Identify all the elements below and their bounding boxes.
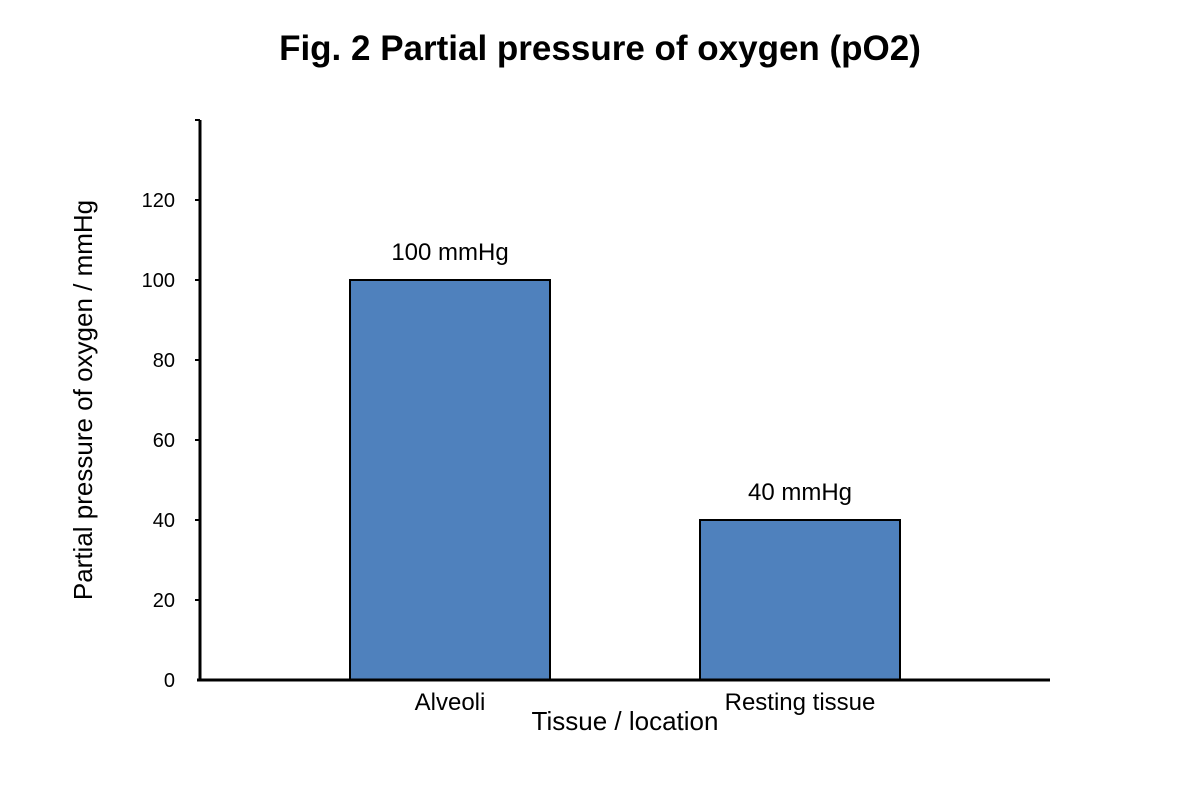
bar-data-label: 100 mmHg — [391, 239, 508, 266]
bar-data-label: 40 mmHg — [748, 479, 852, 506]
x-tick-label: Resting tissue — [725, 689, 876, 716]
y-tick-label: 80 — [153, 350, 175, 372]
y-tick-label: 0 — [164, 670, 175, 692]
plot-area: 0 20 40 60 80 100 120 100 mmHg Alveoli 40 mmHg Res… — [142, 119, 1050, 716]
y-axis-label: Partial pressure of oxygen / mmHg — [68, 200, 98, 600]
y-tick-label: 40 — [153, 510, 175, 532]
bar — [699, 519, 901, 681]
bar — [349, 279, 551, 681]
y-tick-label: 20 — [153, 590, 175, 612]
chart-title: Fig. 2 Partial pressure of oxygen (pO2) — [279, 29, 921, 68]
y-tick-label: 60 — [153, 430, 175, 452]
y-tick-label: 120 — [142, 190, 175, 212]
x-axis-label: Tissue / location — [532, 706, 719, 736]
y-tick-label: 100 — [142, 270, 175, 292]
x-tick-label: Alveoli — [415, 689, 486, 716]
